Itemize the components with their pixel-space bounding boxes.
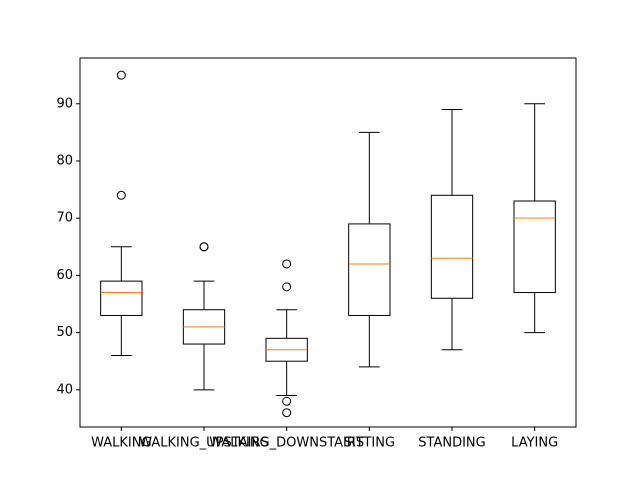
iqr-box <box>430 194 474 299</box>
box-sitting <box>348 131 391 368</box>
x-tick-label: WALKING_DOWNSTAIRS <box>209 436 364 451</box>
outlier-point <box>282 408 292 418</box>
x-axis: WALKINGWALKING_UPSTAIRSWALKING_DOWNSTAIR… <box>91 427 558 451</box>
y-tick-label: 60 <box>56 268 73 283</box>
outlier-point <box>282 282 292 292</box>
outlier-point <box>282 396 292 406</box>
plot-frame <box>79 57 577 428</box>
y-tick-label: 90 <box>56 96 73 111</box>
box-laying <box>513 103 556 334</box>
box-standing <box>430 108 474 351</box>
x-tick-label: WALKING_UPSTAIRS <box>139 436 269 451</box>
box-walking-upstairs <box>182 242 226 391</box>
y-tick-label: 70 <box>56 211 73 226</box>
y-tick-label: 80 <box>56 153 73 168</box>
x-tick-label: LAYING <box>511 436 558 451</box>
outlier-point <box>199 242 209 252</box>
chart-marks <box>100 70 556 418</box>
y-axis: 40 50 60 70 80 90 <box>56 96 80 397</box>
iqr-box <box>513 200 556 294</box>
x-tick-label: SITTING <box>344 436 395 451</box>
box-walking <box>100 70 143 356</box>
iqr-box <box>100 280 143 316</box>
y-tick-label: 40 <box>56 382 73 397</box>
iqr-box <box>348 223 391 316</box>
outlier-point <box>116 70 126 80</box>
y-tick-label: 50 <box>56 325 73 340</box>
x-tick-label: WALKING <box>91 436 151 451</box>
x-tick-label: STANDING <box>418 436 485 451</box>
outlier-point <box>282 259 292 269</box>
outlier-point <box>116 190 126 200</box>
plot-background <box>80 58 576 427</box>
box-walking-downstairs <box>265 259 308 418</box>
